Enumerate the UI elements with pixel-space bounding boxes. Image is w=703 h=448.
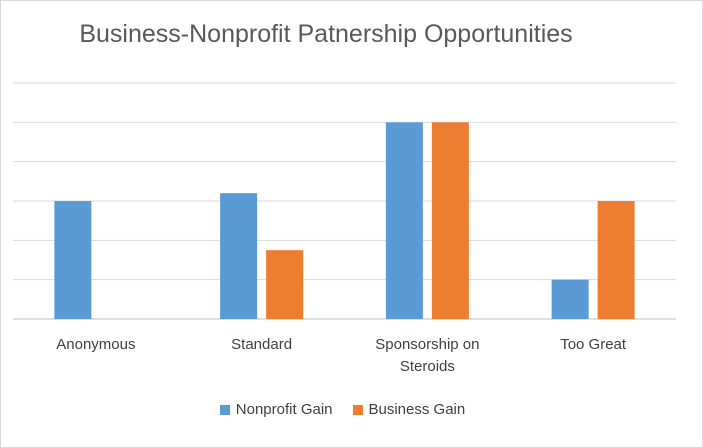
x-tick-label: Anonymous: [56, 336, 136, 353]
x-tick-label: Sponsorship on Steroids: [375, 336, 480, 375]
legend-swatch: [219, 404, 230, 415]
chart-title: Business-Nonprofit Patnership Opportunit…: [79, 20, 573, 48]
chart-legend: Nonprofit Gain Business Gain: [0, 401, 685, 418]
bar-business-gain-too-great: [597, 201, 635, 319]
legend-item: Nonprofit Gain: [219, 401, 333, 418]
legend-label: Nonprofit Gain: [235, 401, 333, 418]
bar-business-gain-standard: [266, 250, 304, 319]
legend-item: Business Gain: [352, 401, 466, 418]
bar-nonprofit-gain-standard: [220, 193, 258, 319]
x-tick-label: Standard: [231, 336, 293, 353]
bar-nonprofit-gain-anonymous: [54, 201, 92, 319]
legend-label: Business Gain: [368, 401, 466, 418]
x-tick-label: Too Great: [560, 336, 627, 353]
bar-nonprofit-gain-too-great: [551, 279, 589, 319]
legend-swatch: [352, 404, 363, 415]
bar-business-gain-sponsorship-on-steroids: [431, 122, 469, 319]
bar-nonprofit-gain-sponsorship-on-steroids: [385, 122, 423, 319]
